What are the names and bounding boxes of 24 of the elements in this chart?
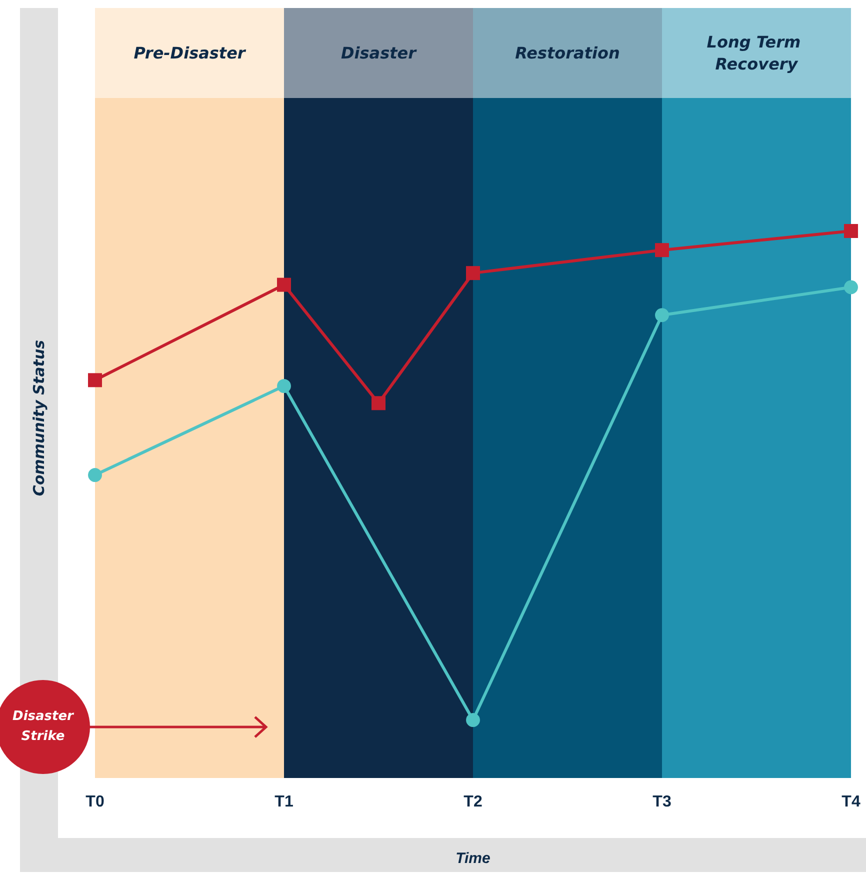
band-label: Long Term Recovery [706,32,806,74]
point [655,308,669,322]
point [88,468,102,482]
x-axis-title: Time [456,850,490,867]
annotation: Disaster Strike [12,708,75,746]
x-tick-label: T3 [652,794,672,810]
point [88,373,102,388]
point [466,713,480,727]
point [466,266,480,280]
circle-badge: Disaster Strike [0,680,90,774]
x-tick-label: T1 [274,794,294,810]
band-label: Restoration [515,44,620,62]
x-tick-label: T2 [464,794,482,810]
point [277,278,291,292]
point [277,379,291,394]
point [655,243,669,258]
point [372,396,386,410]
x-tick-label: T4 [842,794,860,810]
y-axis-title: Community Status [30,340,48,496]
x-tick-label: T0 [86,794,104,810]
point [844,224,858,238]
band-label: Disaster [341,44,418,62]
point [844,280,858,294]
band-label: Pre-Disaster [134,44,246,62]
